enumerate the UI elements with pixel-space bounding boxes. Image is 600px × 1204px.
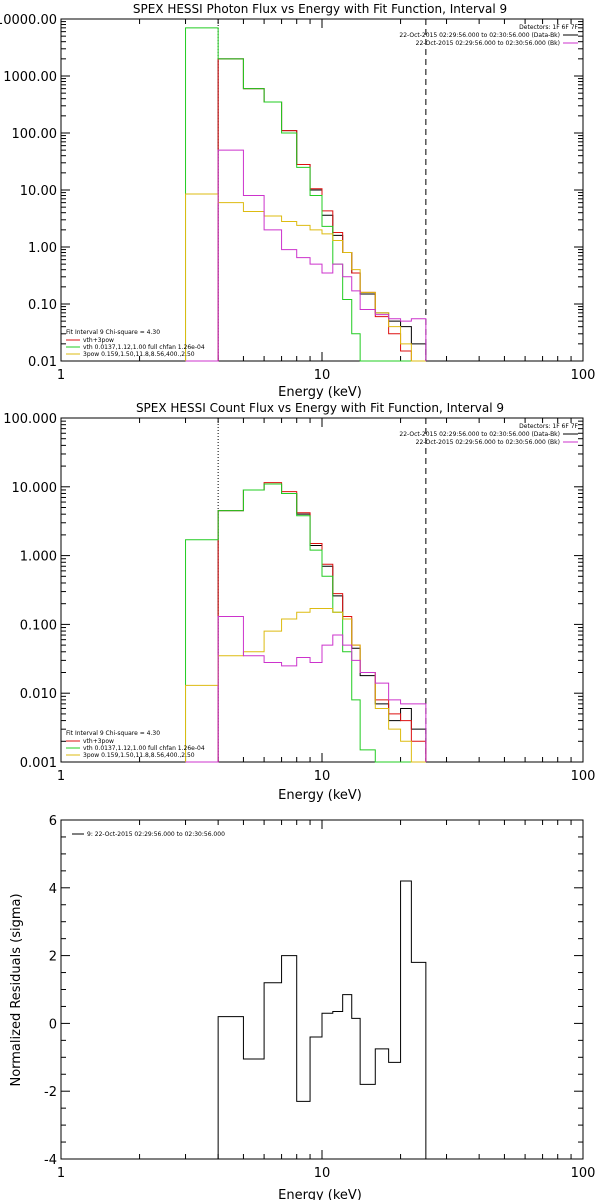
count-legend-label-vth: vth 0.0137,1.12,1.00 full chfan 1.26e-04 xyxy=(83,745,205,752)
photon-xtick-label: 100 xyxy=(571,368,596,383)
photon-flux-panel: SPEX HESSI Photon Flux vs Energy with Fi… xyxy=(0,2,595,400)
count-ytick-labels: 0.001 0.010 0.100 1.000 10.000 100.000 xyxy=(3,412,57,771)
residuals-series-residuals xyxy=(217,880,427,1159)
photon-xlabel: Energy (keV) xyxy=(278,385,362,400)
photon-series-vth+3pow xyxy=(185,58,426,362)
count-ytick-label: 100.000 xyxy=(3,412,57,427)
count-interval-line1: 22-Oct-2015 02:29:56.000 to 02:30:56.000… xyxy=(399,431,560,438)
residuals-ylabel: Normalized Residuals (sigma) xyxy=(9,893,24,1086)
count-ytick-label: 0.001 xyxy=(20,756,57,771)
count-xtick-label: 100 xyxy=(571,769,596,784)
count-series-3pow xyxy=(185,608,426,763)
count-legend-title: Fit Interval 9 Chi-square = 4.30 xyxy=(66,730,160,737)
count-legend: Fit Interval 9 Chi-square = 4.30 vth+3po… xyxy=(66,730,205,759)
residuals-ytick-labels: -4 -2 0 2 4 6 xyxy=(44,814,57,1168)
photon-ytick-label: 10.00 xyxy=(20,184,57,199)
count-legend-label-3pow: 3pow 0.159,1.50,11.8,8.56,400.,2.50 xyxy=(83,752,195,759)
residuals-ytick-label: -4 xyxy=(44,1153,57,1168)
photon-legend-label-3pow: 3pow 0.159,1.50,11.8,8.56,400.,2.50 xyxy=(83,351,195,358)
photon-legend-label-total: vth+3pow xyxy=(83,337,114,344)
photon-xtick-labels: 1 10 100 xyxy=(57,368,596,383)
residuals-xtick-label: 10 xyxy=(314,1166,331,1181)
photon-series-vth xyxy=(185,27,426,362)
photon-ytick-label: 0.01 xyxy=(28,355,57,370)
photon-header: Detectors: 1F 6F 7F 22-Oct-2015 02:29:56… xyxy=(399,24,578,47)
count-series-bk xyxy=(185,616,427,763)
photon-interval-line2: 22-Oct-2015 02:29:56.000 to 02:30:56.000… xyxy=(416,40,560,47)
count-panel-title: SPEX HESSI Count Flux vs Energy with Fit… xyxy=(136,401,504,415)
count-legend-label-total: vth+3pow xyxy=(83,738,114,745)
photon-ytick-label: 10000.00 xyxy=(0,13,57,28)
photon-detectors: Detectors: 1F 6F 7F xyxy=(519,24,578,31)
count-axis-ticks xyxy=(60,417,584,763)
residuals-panel: -4 -2 0 2 4 6 1 10 100 Energy (keV) Normalized … xyxy=(9,814,596,1203)
residuals-ytick-label: 4 xyxy=(49,882,57,897)
residuals-axis-ticks xyxy=(60,819,584,1160)
residuals-xtick-label: 1 xyxy=(57,1166,65,1181)
residuals-xtick-labels: 1 10 100 xyxy=(57,1166,596,1181)
count-xtick-label: 1 xyxy=(57,769,65,784)
photon-interval-line1: 22-Oct-2015 02:29:56.000 to 02:30:56.000… xyxy=(399,32,560,39)
residuals-legend-label: 9: 22-Oct-2015 02:29:56.000 to 02:30:56.… xyxy=(87,831,225,838)
photon-panel-title: SPEX HESSI Photon Flux vs Energy with Fi… xyxy=(133,2,507,16)
count-series-vth xyxy=(185,483,426,763)
residuals-xtick-label: 100 xyxy=(571,1166,596,1181)
count-series-group xyxy=(185,482,427,763)
count-detectors: Detectors: 1F 6F 7F xyxy=(519,423,578,430)
photon-xtick-label: 10 xyxy=(314,368,331,383)
photon-series-data-bk xyxy=(185,58,427,362)
photon-legend-label-vth: vth 0.0137,1.12,1.00 full chfan 1.26e-04 xyxy=(83,344,205,351)
residuals-xlabel: Energy (keV) xyxy=(278,1188,362,1200)
residuals-legend: 9: 22-Oct-2015 02:29:56.000 to 02:30:56.… xyxy=(72,831,225,838)
count-xlabel: Energy (keV) xyxy=(278,788,362,803)
photon-ytick-labels: 0.01 0.10 1.00 10.00 100.00 1000.00 10000.00 xyxy=(0,13,57,370)
residuals-ytick-label: 2 xyxy=(49,950,57,965)
count-xtick-label: 10 xyxy=(314,769,331,784)
photon-ytick-label: 1000.00 xyxy=(3,70,57,85)
residuals-series-group xyxy=(217,880,427,1159)
count-series-data-bk xyxy=(185,483,427,763)
count-reference-lines xyxy=(217,418,427,762)
count-plot-frame xyxy=(60,417,584,763)
residuals-ytick-label: 6 xyxy=(49,814,57,829)
count-ytick-label: 10.000 xyxy=(12,481,58,496)
count-interval-line2: 22-Oct-2015 02:29:56.000 to 02:30:56.000… xyxy=(416,439,560,446)
photon-series-3pow xyxy=(185,193,426,362)
count-flux-panel: SPEX HESSI Count Flux vs Energy with Fit… xyxy=(3,401,595,803)
photon-legend-title: Fit Interval 9 Chi-square = 4.30 xyxy=(66,329,160,336)
count-header: Detectors: 1F 6F 7F 22-Oct-2015 02:29:56… xyxy=(399,423,578,446)
count-ytick-label: 0.100 xyxy=(20,618,57,633)
count-ytick-label: 0.010 xyxy=(20,687,57,702)
photon-series-group xyxy=(185,27,427,362)
residuals-ytick-label: 0 xyxy=(49,1017,57,1032)
count-xtick-labels: 1 10 100 xyxy=(57,769,596,784)
photon-xtick-label: 1 xyxy=(57,368,65,383)
photon-ytick-label: 100.00 xyxy=(12,127,58,142)
photon-ytick-label: 1.00 xyxy=(28,241,57,256)
photon-series-bk xyxy=(185,149,427,362)
photon-ytick-label: 0.10 xyxy=(28,298,57,313)
residuals-ytick-label: -2 xyxy=(44,1085,57,1100)
count-ytick-label: 1.000 xyxy=(20,550,57,565)
residuals-plot-frame xyxy=(60,819,584,1160)
photon-legend: Fit Interval 9 Chi-square = 4.30 vth+3po… xyxy=(66,329,205,358)
